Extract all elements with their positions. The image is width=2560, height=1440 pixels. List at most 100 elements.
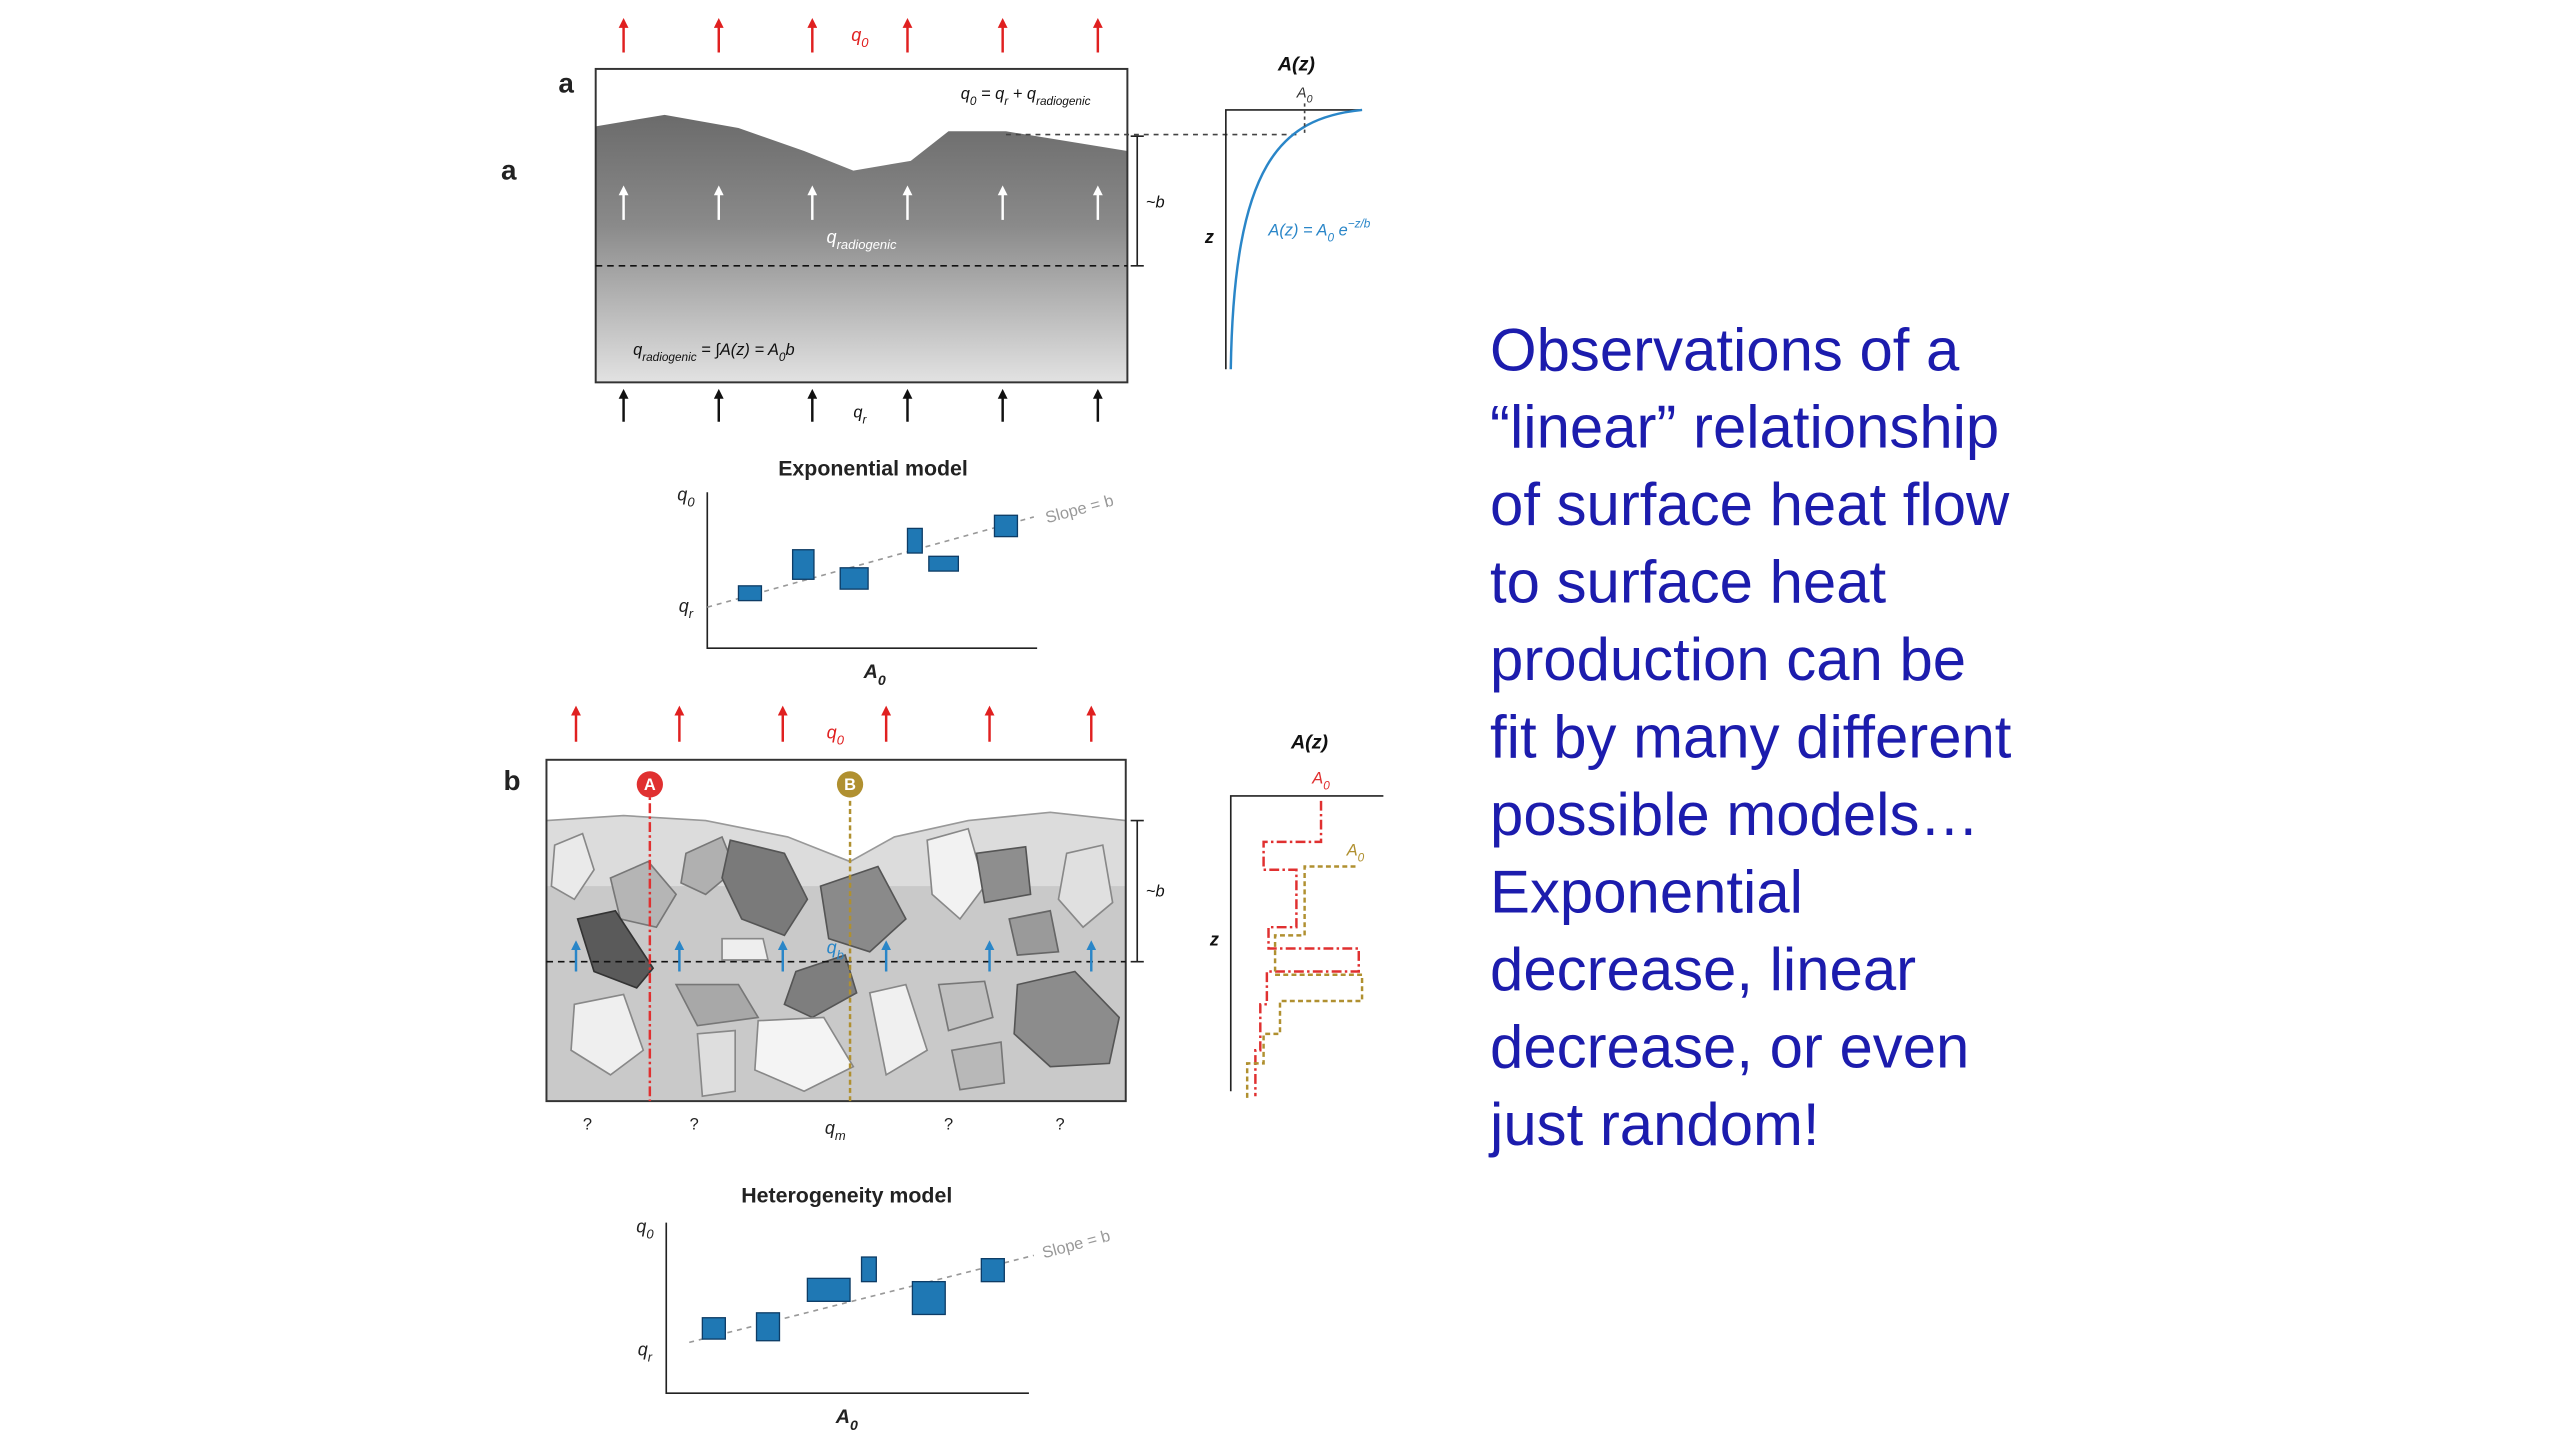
depth-bracket — [1130, 135, 1144, 267]
label: b — [503, 765, 520, 796]
text-run: q — [825, 1118, 835, 1138]
shape — [576, 909, 655, 989]
exponential-model-plot — [706, 492, 1038, 650]
text-run: b — [785, 342, 794, 360]
text-run: A — [1346, 842, 1358, 860]
shape — [928, 555, 960, 572]
text-run: ? — [1056, 1116, 1065, 1134]
shape — [791, 549, 815, 580]
script-run: 0 — [1358, 851, 1365, 865]
script-run: 0 — [779, 350, 786, 364]
shape — [926, 827, 986, 921]
label: ? — [1056, 1116, 1065, 1134]
text-run: q — [679, 596, 689, 616]
body-text-line: fit by many different — [1490, 704, 2012, 771]
label: qr — [638, 1339, 653, 1364]
label: a — [558, 68, 574, 99]
sky — [595, 68, 1128, 171]
body-text-line: to surface heat — [1490, 549, 1886, 616]
text-run: Exponential model — [778, 456, 968, 480]
label: z — [1204, 227, 1214, 247]
text-run: A — [644, 776, 656, 794]
label: qr — [853, 404, 867, 427]
text-run: ? — [690, 1116, 699, 1134]
profile-b-steps — [1245, 865, 1364, 1100]
heterogeneity-model-plot — [665, 1222, 1035, 1395]
text-run: A(z) = A — [1267, 222, 1327, 240]
label: B — [844, 776, 856, 794]
shape — [937, 980, 994, 1032]
shape — [993, 514, 1019, 538]
body-text-line: Exponential — [1490, 858, 1803, 925]
script-run: b — [837, 947, 844, 962]
heterogeneities — [550, 827, 1121, 1098]
text-run: ? — [944, 1116, 953, 1134]
fit-line — [707, 516, 1035, 608]
marker-a — [636, 771, 663, 798]
reduced-arrows — [618, 388, 1103, 422]
shape — [737, 585, 763, 602]
depth-bracket — [1130, 819, 1144, 963]
text-run: = ∫A(z) = A — [697, 342, 779, 360]
panel-a-block — [594, 18, 1363, 422]
panel-b-block — [545, 705, 1384, 1103]
shape — [701, 1317, 726, 1340]
script-run: 0 — [861, 35, 869, 50]
block-outline — [594, 67, 1129, 384]
sky — [546, 759, 1126, 862]
label: qradiogenic = ∫A(z) = A0b — [633, 342, 795, 365]
label: A0 — [1346, 842, 1365, 865]
body-text-line: decrease, linear — [1490, 936, 1916, 1003]
text-run: a — [501, 155, 517, 186]
marker-b — [836, 771, 864, 798]
text-run: b — [503, 765, 520, 796]
block-outline — [545, 758, 1127, 1103]
label: A0 — [1311, 770, 1330, 793]
shape — [721, 839, 809, 937]
script-run: r — [648, 1350, 653, 1365]
text-run: a — [558, 68, 574, 99]
script-run: 0 — [1307, 93, 1313, 105]
label: A0 — [863, 661, 886, 689]
label: q0 — [677, 484, 695, 509]
text-run: A — [835, 1406, 850, 1428]
shape — [911, 1280, 946, 1316]
shape — [806, 1277, 851, 1302]
shape — [680, 835, 737, 896]
label: ? — [583, 1116, 592, 1134]
shape — [819, 865, 907, 953]
script-run: 0 — [1323, 779, 1330, 793]
shape — [1008, 909, 1060, 956]
surface-arrows — [618, 18, 1103, 53]
label: q0 — [851, 25, 869, 50]
body-text-line: possible models… — [1490, 781, 1979, 848]
script-run: r — [862, 413, 867, 427]
label: q0 = qr + qradiogenic — [961, 86, 1091, 109]
text-run: e — [1334, 222, 1348, 240]
profile-axes — [1229, 795, 1384, 1092]
plot-axes — [706, 492, 1038, 650]
text-run: ? — [583, 1116, 592, 1134]
observations — [737, 514, 1019, 602]
plot-axes — [665, 1222, 1029, 1395]
text-run: q — [633, 342, 643, 360]
body-text-line: Observations of a — [1490, 316, 1960, 383]
text-run: + q — [1008, 86, 1037, 104]
label: Slope = b — [1044, 492, 1116, 527]
shape — [783, 954, 858, 1019]
shape — [754, 1016, 855, 1093]
text-run: = q — [976, 86, 1005, 104]
text-run: Slope = b — [1044, 492, 1116, 527]
text-run: q — [638, 1339, 648, 1359]
shape — [980, 1258, 1005, 1283]
label: A(z) = A0 e−z/b — [1267, 217, 1370, 245]
script-run: 0 — [1327, 231, 1334, 245]
script-run: −z/b — [1348, 217, 1371, 231]
text-run: q — [827, 722, 837, 742]
body-text-line: decrease, or even — [1490, 1013, 1969, 1080]
label: A(z) — [1277, 54, 1315, 76]
shape — [975, 845, 1032, 904]
text-run: q — [827, 937, 837, 957]
text-run: q — [851, 25, 861, 45]
